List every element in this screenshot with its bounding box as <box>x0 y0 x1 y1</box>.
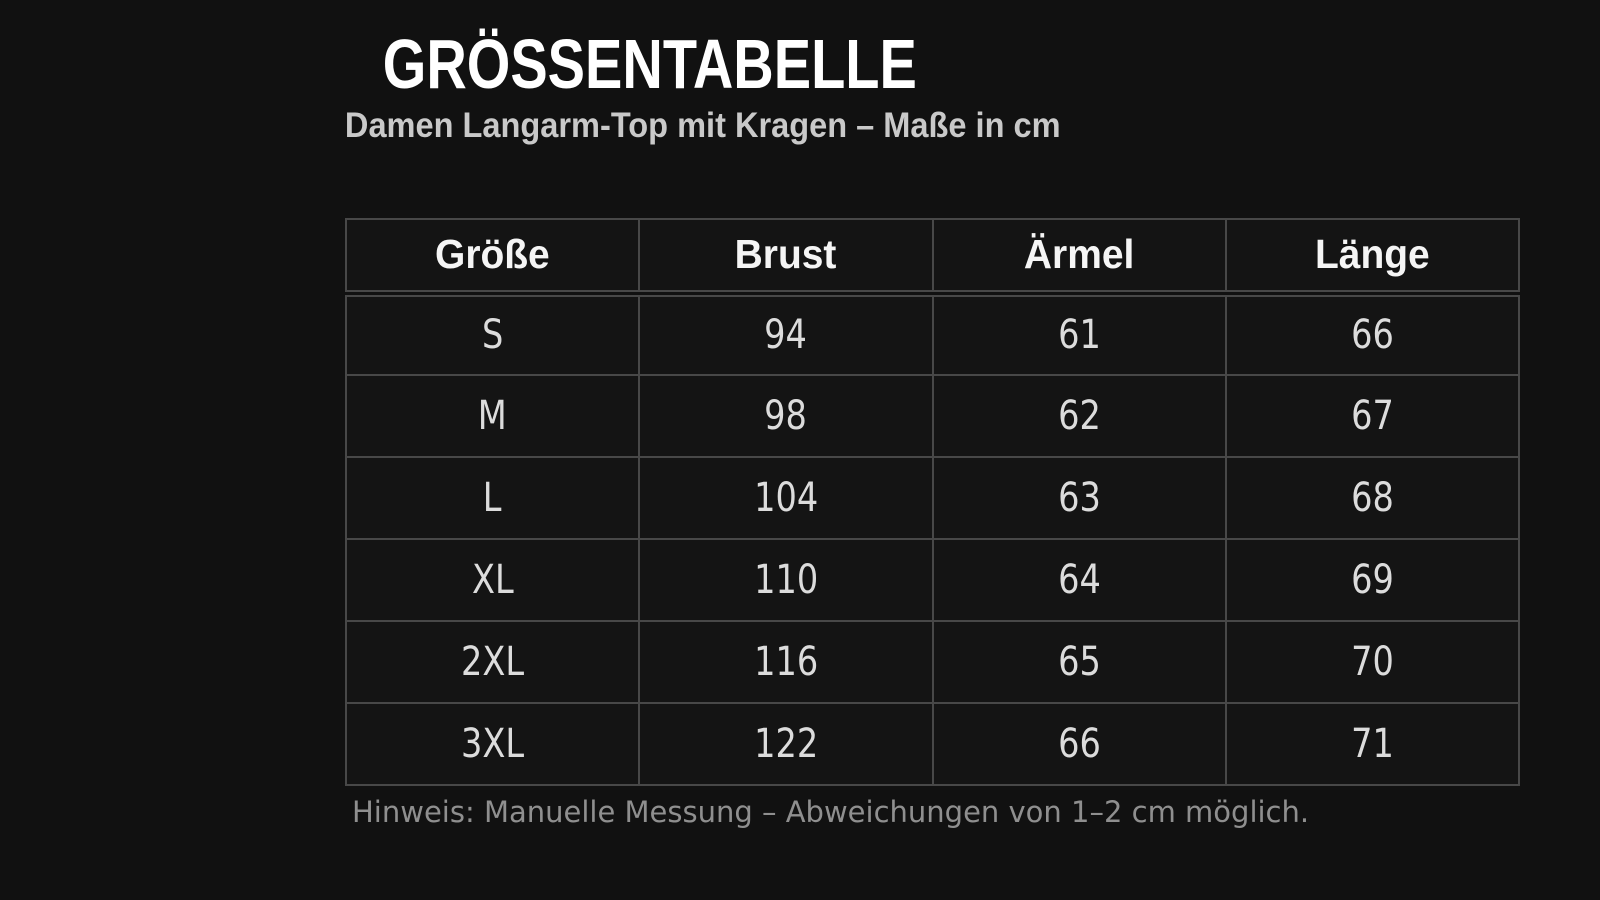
measurement-cell: 65 <box>931 620 1227 704</box>
title-block: GRÖSSENTABELLE <box>0 28 1300 100</box>
measurement-cell: 62 <box>931 374 1227 458</box>
measurement-cell: 122 <box>638 702 934 786</box>
table-row: 3XL 122 66 71 <box>344 702 1521 786</box>
measurement-cell: 66 <box>931 702 1227 786</box>
measurement-cell: 69 <box>1224 538 1521 622</box>
size-cell: XL <box>344 538 641 622</box>
size-chart-table: Größe Brust Ärmel Länge S 94 61 66 M 98 … <box>344 218 1521 786</box>
page-subtitle: Damen Langarm-Top mit Kragen – Maße in c… <box>345 106 1061 145</box>
table-row: M 98 62 67 <box>344 374 1521 458</box>
page-title: GRÖSSENTABELLE <box>382 25 918 103</box>
size-cell: 3XL <box>344 702 641 786</box>
size-cell: M <box>344 374 641 458</box>
table-row: 2XL 116 65 70 <box>344 620 1521 704</box>
measurement-cell: 116 <box>638 620 934 704</box>
measurement-cell: 67 <box>1224 374 1521 458</box>
measurement-cell: 68 <box>1224 456 1521 540</box>
measurement-cell: 61 <box>931 292 1227 376</box>
measurement-note: Hinweis: Manuelle Messung – Abweichungen… <box>352 795 1310 829</box>
measurement-cell: 71 <box>1224 702 1521 786</box>
measurement-cell: 63 <box>931 456 1227 540</box>
column-header-laenge: Länge <box>1224 218 1521 297</box>
subtitle-block: Damen Langarm-Top mit Kragen – Maße in c… <box>0 106 1406 146</box>
table-row: XL 110 64 69 <box>344 538 1521 622</box>
size-cell: L <box>344 456 641 540</box>
header-row: Größe Brust Ärmel Länge <box>344 218 1521 297</box>
table-row: S 94 61 66 <box>344 292 1521 376</box>
size-cell: S <box>344 292 641 376</box>
measurement-cell: 98 <box>638 374 934 458</box>
size-cell: 2XL <box>344 620 641 704</box>
measurement-cell: 94 <box>638 292 934 376</box>
measurement-cell: 104 <box>638 456 934 540</box>
column-header-groesse: Größe <box>344 218 641 297</box>
measurement-cell: 70 <box>1224 620 1521 704</box>
column-header-aermel: Ärmel <box>931 218 1227 297</box>
measurement-cell: 64 <box>931 538 1227 622</box>
column-header-brust: Brust <box>638 218 934 297</box>
measurement-cell: 110 <box>638 538 934 622</box>
measurement-cell: 66 <box>1224 292 1521 376</box>
table-row: L 104 63 68 <box>344 456 1521 540</box>
